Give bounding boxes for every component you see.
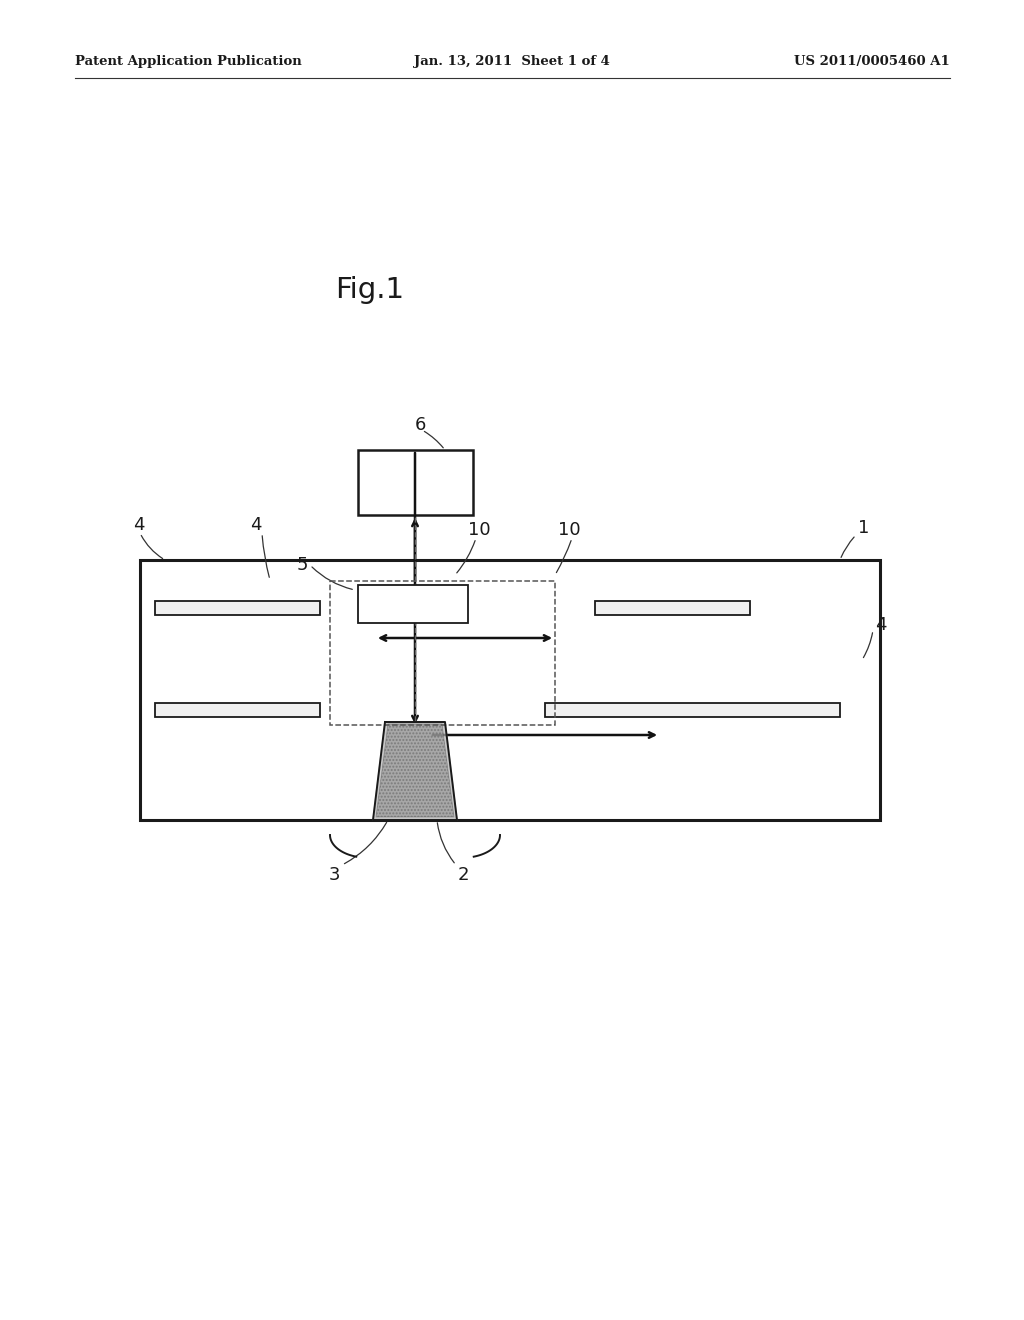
Text: 5: 5 (297, 556, 308, 574)
Bar (545, 704, 840, 717)
Text: Fig.1: Fig.1 (336, 276, 404, 304)
Polygon shape (376, 723, 454, 817)
Text: 1: 1 (858, 519, 869, 537)
Text: 3: 3 (329, 866, 340, 884)
Text: US 2011/0005460 A1: US 2011/0005460 A1 (795, 55, 950, 69)
Bar (155, 601, 319, 615)
Text: 4: 4 (250, 516, 261, 535)
Bar (358, 585, 468, 623)
Text: 10: 10 (468, 521, 490, 539)
Bar (358, 450, 473, 515)
Text: 2: 2 (458, 866, 469, 884)
Text: 10: 10 (558, 521, 581, 539)
Text: Patent Application Publication: Patent Application Publication (75, 55, 302, 69)
Bar (595, 601, 750, 615)
Text: 4: 4 (133, 516, 144, 535)
Text: 4: 4 (874, 616, 887, 634)
Text: Jan. 13, 2011  Sheet 1 of 4: Jan. 13, 2011 Sheet 1 of 4 (414, 55, 610, 69)
Polygon shape (373, 722, 457, 820)
Bar (140, 560, 880, 820)
Bar (155, 704, 319, 717)
Text: 6: 6 (415, 416, 426, 434)
Bar (330, 581, 555, 725)
